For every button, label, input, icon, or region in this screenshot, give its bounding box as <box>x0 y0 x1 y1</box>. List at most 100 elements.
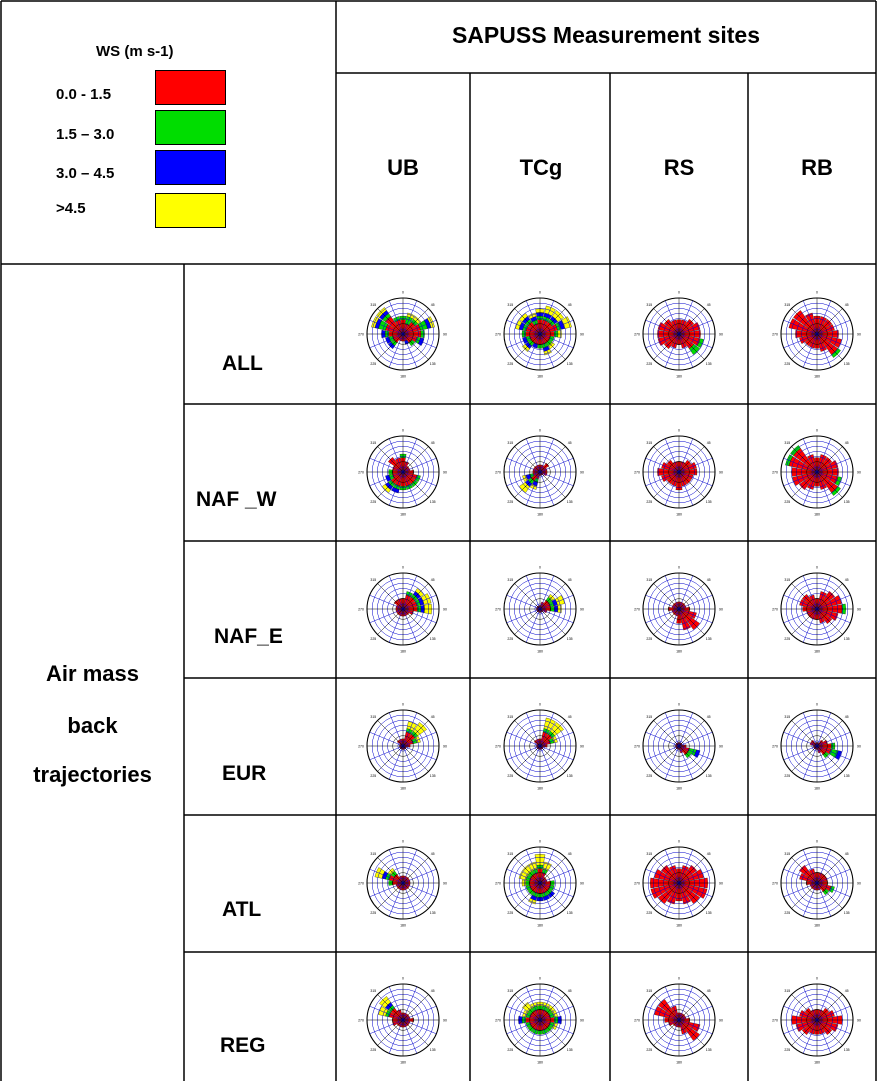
wind-rose-atl-rs: 0 45 90 135 180 225 270 315 <box>634 840 723 928</box>
rose-spoke <box>816 745 832 780</box>
wind-rose-reg-rs: 0 45 90 135 180 225 270 315 <box>634 977 723 1065</box>
row-group-line2: back <box>67 713 118 738</box>
rose-spoke <box>514 882 541 909</box>
rose-spoke <box>783 745 818 761</box>
rose-dir-label-sw: 225 <box>370 362 376 366</box>
rose-spoke <box>539 594 574 610</box>
rose-spoke <box>539 457 574 473</box>
rose-dir-label-n: 0 <box>678 840 680 844</box>
rose-spoke <box>664 333 680 368</box>
rose-spoke <box>664 1019 680 1054</box>
rose-spoke <box>783 608 818 624</box>
rose-dir-label-se: 135 <box>844 774 850 778</box>
rose-spoke <box>388 712 404 747</box>
rose-dir-label-e: 90 <box>443 471 447 475</box>
rose-bar-s11-c0 <box>650 882 680 899</box>
rose-spoke <box>802 849 818 884</box>
rose-dir-label-sw: 225 <box>646 362 652 366</box>
rose-spoke <box>816 471 851 487</box>
rose-dir-label-w: 270 <box>772 882 778 886</box>
rose-bar-s3-c0 <box>816 595 842 610</box>
rose-dir-label-nw: 315 <box>370 578 376 582</box>
rose-dir-label-w: 270 <box>634 333 640 337</box>
rose-dir-label-n: 0 <box>816 703 818 707</box>
rose-dir-label-ne: 45 <box>431 578 435 582</box>
rose-spoke <box>678 471 694 506</box>
rose-spoke <box>506 319 541 335</box>
rose-dir-label-s: 180 <box>400 924 406 928</box>
rose-spoke <box>525 1019 541 1054</box>
rose-spoke <box>388 1019 404 1054</box>
wind-rose-eur-ub: 0 45 90 135 180 225 270 315 <box>358 703 447 791</box>
rose-dir-label-ne: 45 <box>845 441 849 445</box>
wind-rose-naf-e-rb: 0 45 90 135 180 225 270 315 <box>772 566 861 654</box>
rose-spoke <box>653 857 680 884</box>
rose-dir-label-n: 0 <box>539 566 541 570</box>
rose-spoke <box>816 583 843 610</box>
rose-spoke <box>664 300 680 335</box>
rose-spoke <box>402 608 429 635</box>
wind-rose-naf-w-rb: 0 45 90 135 180 225 270 315 <box>772 429 861 517</box>
rose-bar-s3-c0 <box>816 460 839 473</box>
rose-spoke <box>791 446 818 473</box>
rose-spoke <box>539 1019 566 1046</box>
rose-dir-label-se: 135 <box>706 362 712 366</box>
rose-bar-s15-c0 <box>672 461 680 473</box>
rose-spoke <box>816 882 832 917</box>
rose-dir-label-se: 135 <box>844 500 850 504</box>
legend-swatch-blue <box>155 150 226 185</box>
rose-spoke <box>678 986 694 1021</box>
rose-dir-label-n: 0 <box>678 429 680 433</box>
rose-spoke <box>678 745 705 772</box>
rose-spoke <box>539 608 574 624</box>
rose-spoke <box>525 575 541 610</box>
wind-rose-naf-w-ub: 0 45 90 135 180 225 270 315 <box>358 429 447 517</box>
rose-spoke <box>525 712 541 747</box>
rose-dir-label-e: 90 <box>443 333 447 337</box>
wind-rose-atl-ub: 0 45 90 135 180 225 270 315 <box>358 840 447 928</box>
rose-spoke <box>816 1019 851 1035</box>
rose-dir-label-n: 0 <box>402 291 404 295</box>
rose-spoke <box>514 308 541 335</box>
rose-dir-label-se: 135 <box>430 362 436 366</box>
rose-spoke <box>402 333 437 349</box>
rose-spoke <box>525 986 541 1021</box>
rose-bar-s3-c0 <box>678 322 701 335</box>
rose-spoke <box>539 333 574 349</box>
rose-spoke <box>816 608 851 624</box>
rose-dir-label-nw: 315 <box>507 715 513 719</box>
rose-spoke <box>402 882 429 909</box>
rose-dir-label-ne: 45 <box>431 989 435 993</box>
rose-bar-s11-c0 <box>657 333 680 346</box>
rose-spoke <box>678 1019 694 1054</box>
rose-dir-label-s: 180 <box>676 375 682 379</box>
rose-dir-label-s: 180 <box>676 1061 682 1065</box>
rose-spoke <box>678 731 713 747</box>
rose-spoke <box>816 333 851 349</box>
rose-spoke <box>645 319 680 335</box>
rose-dir-label-n: 0 <box>539 291 541 295</box>
rose-spoke <box>402 745 418 780</box>
legend-label-4: >4.5 <box>56 200 86 217</box>
rose-spoke <box>653 882 680 909</box>
rose-spoke <box>678 446 705 473</box>
rose-bar-s7-c0 <box>678 608 691 631</box>
rose-dir-label-nw: 315 <box>507 852 513 856</box>
rose-spoke <box>816 471 843 498</box>
rose-spoke <box>402 471 429 498</box>
rose-bar-s15-c0 <box>395 457 404 473</box>
rose-dir-label-nw: 315 <box>507 441 513 445</box>
legend-swatch-yellow <box>155 193 226 228</box>
rose-spoke <box>678 882 713 898</box>
rose-spoke <box>802 471 818 506</box>
rose-spoke <box>388 849 404 884</box>
rose-dir-label-w: 270 <box>634 1019 640 1023</box>
rose-spoke <box>816 857 843 884</box>
rose-spoke <box>539 300 555 335</box>
rose-spoke <box>402 1019 437 1035</box>
rose-dir-label-se: 135 <box>706 500 712 504</box>
rose-dir-label-nw: 315 <box>784 852 790 856</box>
rose-spoke <box>377 882 404 909</box>
sites-title: SAPUSS Measurement sites <box>451 22 761 48</box>
rose-spoke <box>402 712 418 747</box>
